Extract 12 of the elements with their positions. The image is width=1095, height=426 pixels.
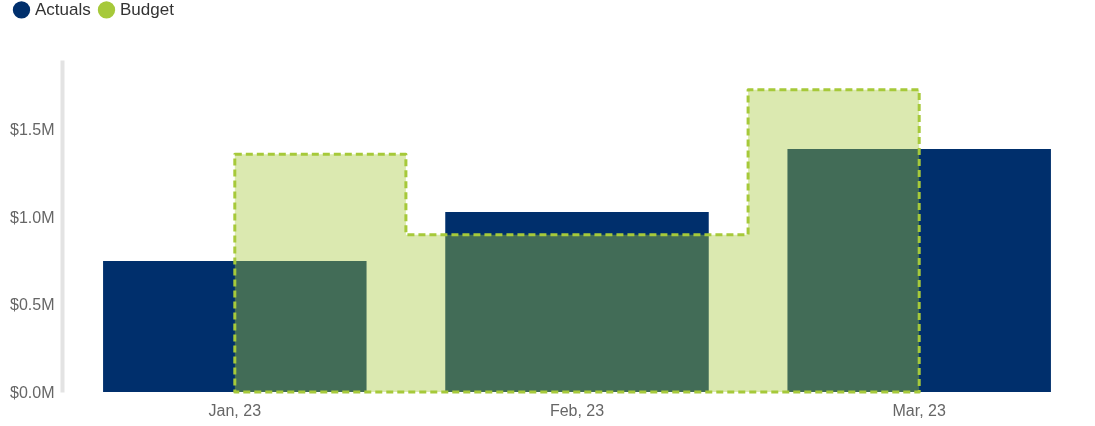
bar xyxy=(445,212,709,392)
y-tick-label: $1.0M xyxy=(10,208,55,226)
legend-label: Actuals xyxy=(35,0,91,19)
y-tick-label: $0.0M xyxy=(10,383,55,401)
bar xyxy=(103,260,367,392)
y-tick-label: $0.5M xyxy=(10,296,55,314)
x-tick-label: Jan, 23 xyxy=(208,401,262,419)
x-tick-label: Mar, 23 xyxy=(892,401,946,419)
bar xyxy=(787,149,1051,392)
x-tick-label: Feb, 23 xyxy=(549,401,605,419)
y-tick-label: $1.5M xyxy=(10,121,55,139)
legend-label: Budget xyxy=(120,0,175,19)
